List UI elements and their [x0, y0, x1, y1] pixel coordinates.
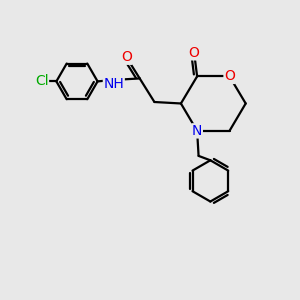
Text: O: O [121, 50, 132, 64]
Text: N: N [192, 124, 202, 138]
Text: O: O [224, 69, 235, 83]
Text: NH: NH [103, 77, 124, 91]
Text: Cl: Cl [35, 74, 49, 88]
Text: O: O [189, 46, 200, 60]
